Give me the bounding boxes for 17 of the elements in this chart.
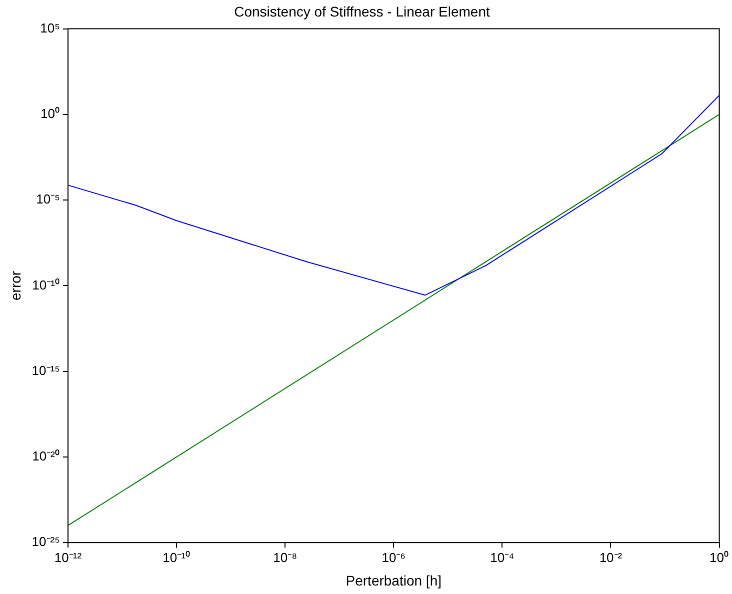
x-tick-label: 10⁻¹² xyxy=(54,550,82,565)
y-tick-label: 10⁻¹⁵ xyxy=(32,362,60,378)
y-tick-label: 10⁵ xyxy=(40,20,60,36)
chart-title: Consistency of Stiffness - Linear Element xyxy=(234,3,490,20)
x-tick-label: 10⁻⁴ xyxy=(490,550,514,565)
y-axis-title: error xyxy=(7,270,24,300)
x-axis-title: Perterbation [h] xyxy=(346,572,442,588)
y-tick-label: 10⁻¹⁰ xyxy=(32,277,60,292)
x-tick-label: 10⁰ xyxy=(710,550,730,565)
y-tick-label: 10⁻²⁵ xyxy=(32,534,60,550)
x-tick-label: 10⁻² xyxy=(599,550,623,565)
y-tick-label: 10⁻²⁰ xyxy=(32,448,60,464)
x-tick-label: 10⁻¹⁰ xyxy=(162,550,190,565)
y-tick-label: 10⁰ xyxy=(40,106,60,122)
x-tick-label: 10⁻⁶ xyxy=(382,550,406,565)
y-tick-label: 10⁻⁵ xyxy=(36,192,60,207)
x-tick-label: 10⁻⁸ xyxy=(273,550,298,565)
